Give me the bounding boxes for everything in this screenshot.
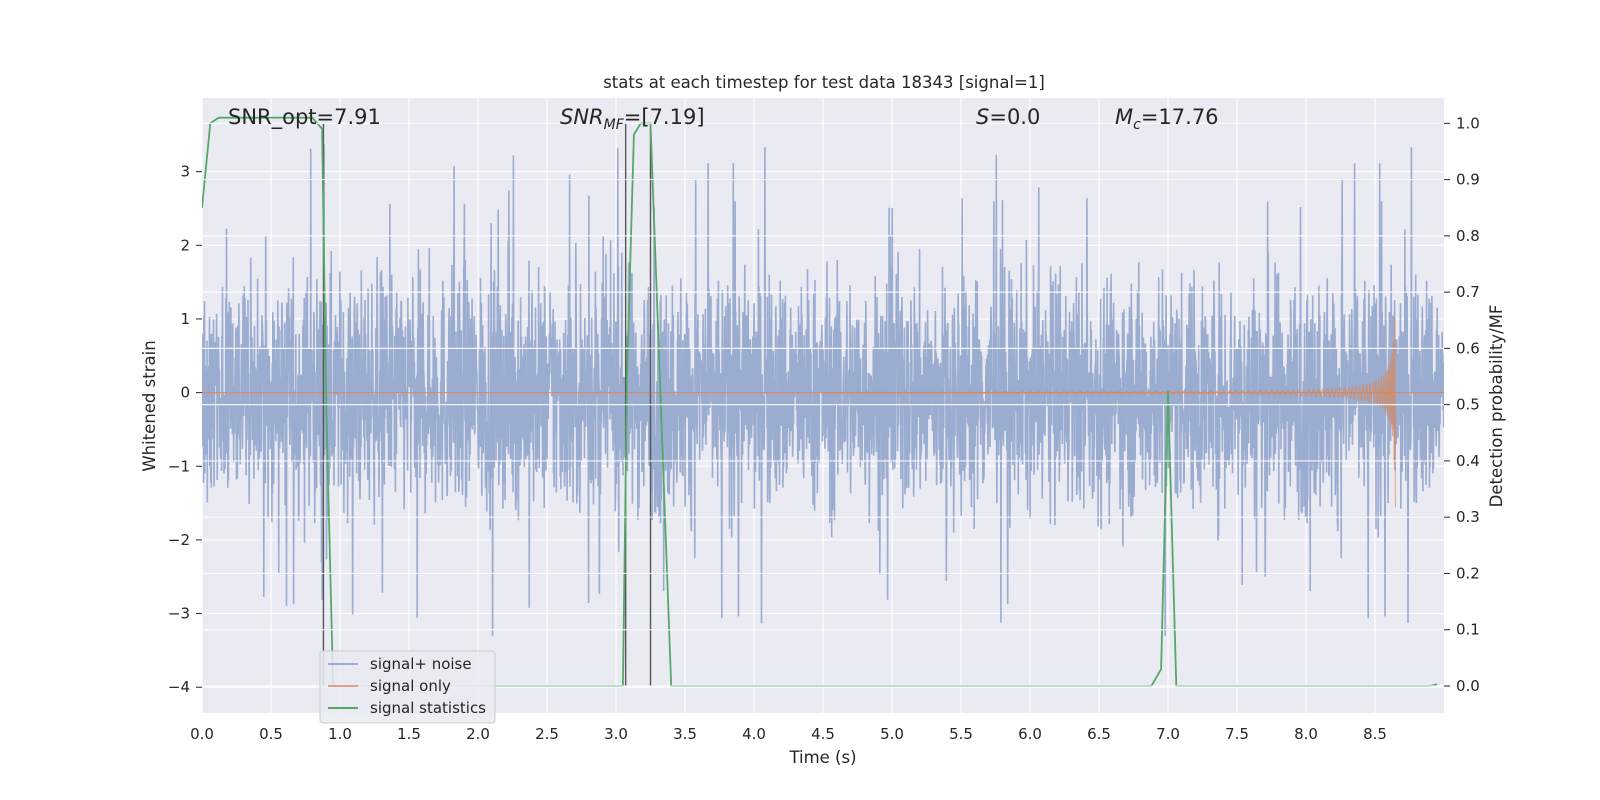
x-axis-ticks: 0.0 0.5 1.0 1.5 2.0 2.5 3.0 3.5 4.0 4.5 5.0 5.5 6.0 6… (190, 725, 1387, 743)
y-tick-label: −2 (168, 531, 190, 549)
x-tick-label: 8.0 (1294, 725, 1318, 743)
annotation-s: S=0.0 (976, 105, 1040, 129)
x-tick-label: 0.0 (190, 725, 214, 743)
grid-horizontal (202, 171, 1444, 688)
y-right-tick-label: 0.5 (1456, 396, 1480, 414)
annotation-s-value: =0.0 (989, 105, 1040, 129)
y-axis-right-ticks: 1.0 0.9 0.8 0.7 0.6 0.5 0.4 0.3 0.2 0.1 0.0 (1444, 114, 1480, 695)
x-tick-label: 4.0 (742, 725, 766, 743)
legend-box (319, 650, 496, 724)
annotation-snr-mf-sub: MF (604, 117, 625, 133)
y-tick-label: −4 (168, 678, 190, 696)
y-tick-label: −1 (168, 457, 190, 475)
series-signal-noise (202, 144, 1444, 636)
x-tick-label: 5.5 (949, 725, 973, 743)
annotation-mc-sub: c (1133, 117, 1141, 133)
x-tick-label: 5.0 (880, 725, 904, 743)
y-tick-label: 0 (180, 384, 190, 402)
annotation-snr-mf: SNRMF=[7.19] (560, 105, 705, 133)
y-tick-label: 2 (180, 236, 190, 254)
chart-title: stats at each timestep for test data 183… (603, 73, 1045, 92)
grid-horizontal-right (202, 122, 1444, 687)
legend: signal+ noise signal only signal statist… (319, 650, 496, 724)
y-right-tick-label: 0.2 (1456, 564, 1480, 582)
legend-label-signal-statistics: signal statistics (370, 699, 486, 717)
y-right-tick-label: 0.1 (1456, 621, 1480, 639)
series-signal-statistics (202, 116, 1438, 687)
x-tick-label: 7.0 (1156, 725, 1180, 743)
x-tick-label: 3.0 (604, 725, 628, 743)
annotation-snr-opt: SNR_opt=7.91 (228, 105, 381, 130)
y-right-tick-label: 0.7 (1456, 283, 1480, 301)
x-tick-label: 8.5 (1363, 725, 1387, 743)
y-right-tick-label: 0.6 (1456, 339, 1480, 357)
x-tick-label: 2.5 (535, 725, 559, 743)
x-tick-label: 6.0 (1018, 725, 1042, 743)
y-tick-label: 3 (180, 163, 190, 181)
y-right-tick-label: 0.0 (1456, 677, 1480, 695)
x-tick-label: 1.5 (397, 725, 421, 743)
annotation-mc-value: =17.76 (1141, 105, 1219, 129)
y-axis-label: Whitened strain (140, 340, 159, 471)
x-axis-label: Time (s) (788, 748, 856, 767)
legend-label-signal-only: signal only (370, 677, 451, 695)
x-tick-label: 3.5 (673, 725, 697, 743)
annotation-snr-mf-value: =[7.19] (624, 105, 705, 129)
annotation-s-prefix: S (976, 105, 989, 129)
y-right-tick-label: 0.8 (1456, 227, 1480, 245)
annotation-mc: Mc=17.76 (1115, 105, 1219, 133)
y-axis-right-label: Detection probability/MF (1487, 305, 1506, 508)
legend-label-signal-noise: signal+ noise (370, 655, 472, 673)
y-axis-ticks: 3 2 1 0 −1 −2 −3 −4 (168, 163, 202, 696)
x-tick-label: 4.5 (811, 725, 835, 743)
annotation-mc-prefix: M (1115, 105, 1133, 129)
y-right-tick-label: 0.4 (1456, 452, 1480, 470)
y-right-tick-label: 0.3 (1456, 508, 1480, 526)
x-tick-label: 0.5 (259, 725, 283, 743)
annotation-snr-mf-prefix: SNR (560, 105, 604, 129)
y-tick-label: −3 (168, 605, 190, 623)
y-tick-label: 1 (180, 310, 190, 328)
x-tick-label: 2.0 (466, 725, 490, 743)
x-tick-label: 1.0 (328, 725, 352, 743)
y-right-tick-label: 0.9 (1456, 171, 1480, 189)
x-tick-label: 7.5 (1225, 725, 1249, 743)
y-right-tick-label: 1.0 (1456, 114, 1480, 132)
x-tick-label: 6.5 (1087, 725, 1111, 743)
